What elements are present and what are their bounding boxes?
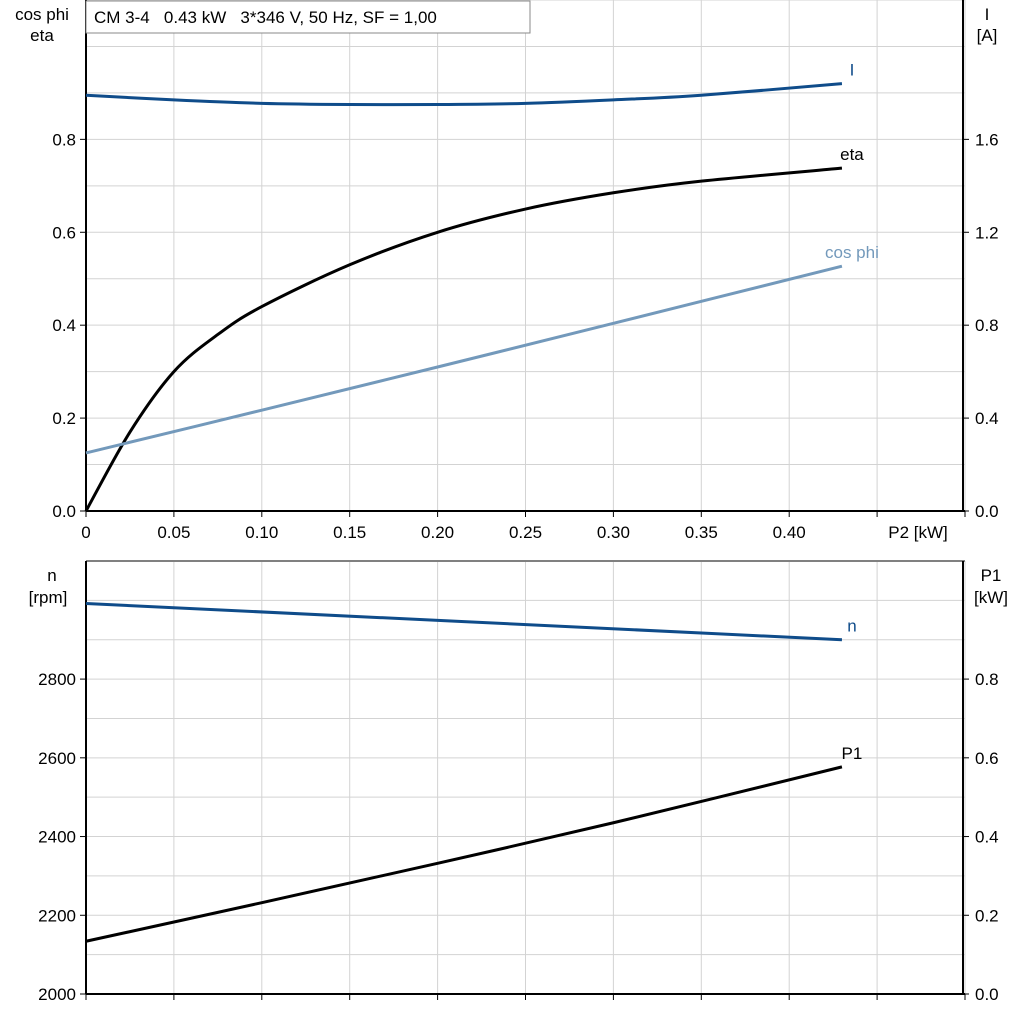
- right-axis-unit-A: [A]: [977, 26, 998, 45]
- left-axis-label-n: n: [47, 566, 56, 585]
- right-axis-label-I: I: [985, 5, 990, 24]
- x-tick-label: 0.15: [333, 523, 366, 542]
- top-left-tick-label: 0.8: [52, 130, 76, 149]
- top-left-tick-label: 0.6: [52, 223, 76, 242]
- series-cos-phi-line: [85, 264, 843, 455]
- top-left-tick-label: 0.0: [52, 502, 76, 521]
- title-box: CM 3-4 0.43 kW 3*346 V, 50 Hz, SF = 1,00: [85, 0, 531, 34]
- bottom-left-tick-label: 2600: [38, 749, 76, 768]
- series-i-line: [85, 82, 843, 107]
- top-right-tick-label: 0.0: [975, 502, 999, 521]
- x-tick-label: 0.20: [421, 523, 454, 542]
- series-n-line: [85, 602, 843, 642]
- bottom-right-tick-label: 0.8: [975, 670, 999, 689]
- chart-title: CM 3-4 0.43 kW 3*346 V, 50 Hz, SF = 1,00: [94, 8, 437, 27]
- bottom-left-tick-label: 2200: [38, 906, 76, 925]
- series-cos-phi-label: cos phi: [825, 243, 879, 262]
- bottom-right-tick-label: 0.6: [975, 749, 999, 768]
- series-eta-line: [84, 166, 843, 512]
- left-axis-label-cosphi: cos phi: [15, 5, 69, 24]
- bottom-left-tick-label: 2400: [38, 828, 76, 847]
- bottom-left-tick-label: 2800: [38, 670, 76, 689]
- right-axis-label-P1: P1: [981, 566, 1002, 585]
- series-i-label: I: [850, 61, 855, 80]
- top-right-tick-label: 0.8: [975, 316, 999, 335]
- series-p1-line: [85, 765, 843, 943]
- x-tick-label: 0.30: [597, 523, 630, 542]
- bottom-right-tick-label: 0.4: [975, 828, 999, 847]
- x-axis-label: P2 [kW]: [888, 523, 948, 542]
- series-p1-label: P1: [842, 744, 863, 763]
- left-axis-label-eta: eta: [30, 26, 54, 45]
- bottom-right-tick-label: 0.0: [975, 985, 999, 1004]
- top-left-tick-label: 0.4: [52, 316, 76, 335]
- left-axis-unit-rpm: [rpm]: [29, 588, 68, 607]
- bottom-right-tick-label: 0.2: [975, 906, 999, 925]
- x-tick-label: 0.10: [245, 523, 278, 542]
- top-right-tick-label: 0.4: [975, 409, 999, 428]
- right-axis-unit-kW: [kW]: [974, 588, 1008, 607]
- series-eta-label: eta: [840, 145, 864, 164]
- bottom-left-tick-label: 2000: [38, 985, 76, 1004]
- x-tick-label: 0.05: [157, 523, 190, 542]
- axes: 0.0 0.2 0.4 0.6 0.8 0.0 0.4 0.8 1.2 1.6 2000 2200 24…: [38, 0, 999, 1004]
- x-tick-label: 0.35: [685, 523, 718, 542]
- x-tick-label: 0.25: [509, 523, 542, 542]
- top-left-tick-label: 0.2: [52, 409, 76, 428]
- top-right-tick-label: 1.6: [975, 130, 999, 149]
- top-right-tick-label: 1.2: [975, 223, 999, 242]
- x-tick-label: 0.40: [773, 523, 806, 542]
- x-tick-label: 0: [81, 523, 90, 542]
- series-n-label: n: [847, 617, 856, 636]
